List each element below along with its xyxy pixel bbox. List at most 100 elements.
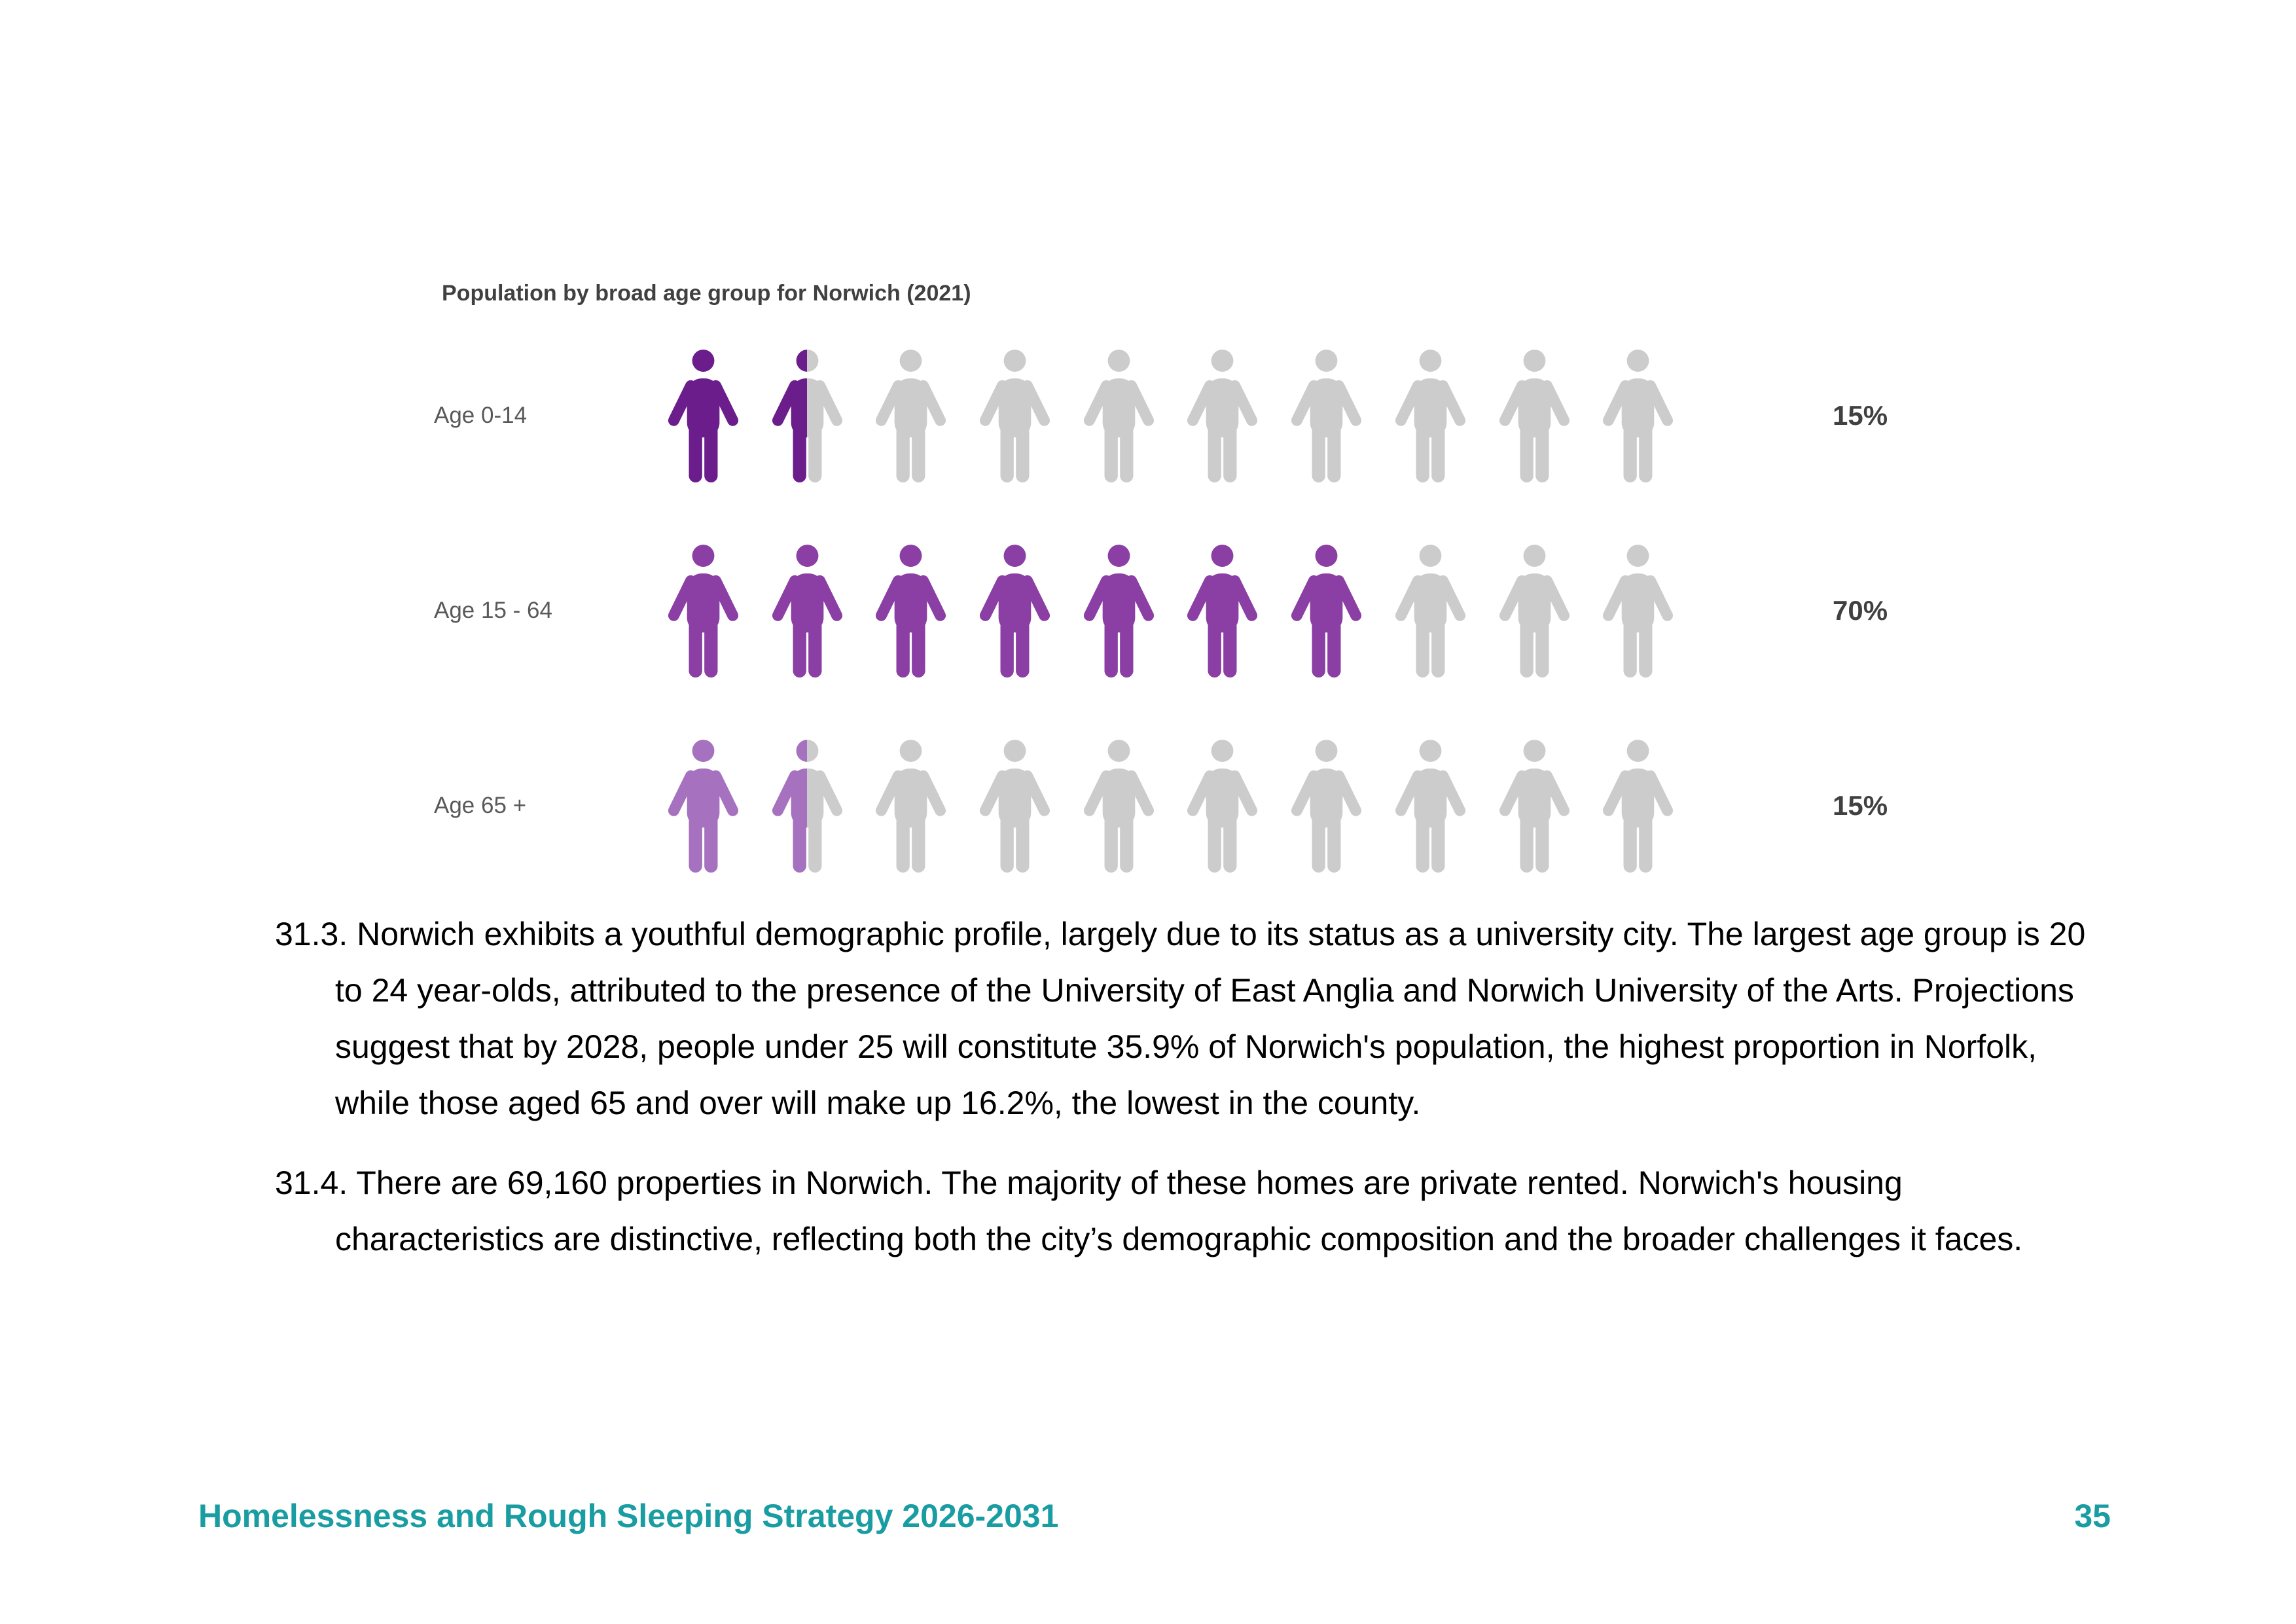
percent-label: 15% — [1833, 790, 1888, 821]
person-shape — [1089, 350, 1148, 476]
person-shape — [778, 350, 807, 476]
paragraph-number: 31.3. — [275, 916, 348, 952]
person-shape — [985, 545, 1044, 671]
person-shape — [673, 350, 732, 476]
person-icon-empty — [1289, 739, 1363, 873]
person-icon — [666, 544, 740, 677]
person-icon-fill — [666, 544, 740, 677]
person-shape — [1297, 350, 1356, 476]
person-icon — [1393, 349, 1467, 482]
person-shape — [1089, 740, 1148, 866]
chart-row: Age 65 + 15% — [0, 739, 2296, 873]
person-icon-fill — [1185, 544, 1259, 677]
person-shape — [1401, 350, 1460, 476]
person-icon — [978, 739, 1052, 873]
person-icon — [1185, 544, 1259, 677]
person-icon-filled — [770, 544, 844, 677]
person-shape — [1401, 740, 1460, 866]
person-icon-empty — [978, 349, 1052, 482]
person-icon-filled — [770, 739, 808, 873]
person-icon-fill — [666, 349, 740, 482]
person-icon — [1498, 544, 1571, 677]
person-shape — [778, 545, 836, 671]
person-icon-empty — [874, 739, 948, 873]
person-icon-empty — [1498, 739, 1571, 873]
person-shape — [1609, 350, 1668, 476]
person-shape — [1505, 350, 1564, 476]
body-text: 31.3. Norwich exhibits a youthful demogr… — [275, 906, 2111, 1291]
person-icon — [1393, 544, 1467, 677]
person-shape — [882, 545, 941, 671]
person-icon — [1185, 349, 1259, 482]
person-icon — [1082, 349, 1156, 482]
person-icon-empty — [1082, 349, 1156, 482]
person-icon — [666, 739, 740, 873]
person-shape — [1505, 740, 1564, 866]
person-icon-empty — [1601, 739, 1675, 873]
person-icon-filled — [1082, 544, 1156, 677]
person-icon-fill — [1289, 544, 1363, 677]
person-icon-filled — [666, 739, 740, 873]
person-icon-filled — [770, 349, 808, 482]
person-icon-empty — [1601, 544, 1675, 677]
person-icon-empty — [1393, 739, 1467, 873]
person-icon-row — [666, 349, 1675, 482]
person-icon-row — [666, 739, 1675, 873]
category-label: Age 0-14 — [434, 403, 528, 428]
person-icon — [770, 739, 844, 873]
paragraph-text: Norwich exhibits a youthful demographic … — [335, 916, 2086, 1121]
person-icon — [874, 544, 948, 677]
person-icon — [1289, 739, 1363, 873]
person-icon-fill — [1082, 544, 1156, 677]
person-icon-filled — [666, 349, 740, 482]
chart-title: Population by broad age group for Norwic… — [442, 281, 971, 306]
person-shape — [673, 740, 732, 866]
category-label: Age 15 - 64 — [434, 598, 552, 623]
person-shape — [1505, 545, 1564, 671]
person-icon-empty — [1289, 349, 1363, 482]
person-icon-empty — [1185, 739, 1259, 873]
person-icon-fill — [770, 739, 808, 873]
person-shape — [882, 740, 941, 866]
percent-label: 70% — [1833, 595, 1888, 626]
person-shape — [1297, 545, 1356, 671]
person-icon — [1393, 739, 1467, 873]
person-icon-fill — [770, 544, 844, 677]
person-shape — [778, 740, 807, 866]
person-icon-empty — [1498, 349, 1571, 482]
person-icon — [770, 349, 844, 482]
paragraph: 31.4. There are 69,160 properties in Nor… — [275, 1155, 2111, 1267]
person-icon — [1289, 349, 1363, 482]
person-icon-fill — [874, 544, 948, 677]
person-icon — [1498, 739, 1571, 873]
paragraph-text: There are 69,160 properties in Norwich. … — [335, 1164, 2023, 1257]
person-icon — [770, 544, 844, 677]
person-icon-fill — [666, 739, 740, 873]
person-shape — [882, 350, 941, 476]
person-icon — [1498, 349, 1571, 482]
person-icon-empty — [1601, 349, 1675, 482]
person-icon-filled — [1185, 544, 1259, 677]
person-icon-empty — [1185, 349, 1259, 482]
person-icon-empty — [1082, 739, 1156, 873]
person-shape — [985, 350, 1044, 476]
pictograph-rows: Age 0-14 15% Age 15 - 64 70% Age 65 + 15% — [0, 349, 2296, 873]
person-icon-filled — [666, 544, 740, 677]
person-shape — [1089, 545, 1148, 671]
person-icon-row — [666, 544, 1675, 677]
percent-label: 15% — [1833, 400, 1888, 431]
person-shape — [1401, 545, 1460, 671]
paragraph-number: 31.4. — [275, 1164, 348, 1201]
person-shape — [1297, 740, 1356, 866]
page-footer: Homelessness and Rough Sleeping Strategy… — [0, 1496, 2296, 1536]
person-shape — [1193, 350, 1252, 476]
person-icon — [1601, 739, 1675, 873]
person-shape — [1609, 545, 1668, 671]
person-icon-empty — [874, 349, 948, 482]
person-icon — [666, 349, 740, 482]
person-icon — [1082, 739, 1156, 873]
person-icon — [1601, 349, 1675, 482]
person-icon-filled — [1289, 544, 1363, 677]
category-label: Age 65 + — [434, 793, 527, 818]
